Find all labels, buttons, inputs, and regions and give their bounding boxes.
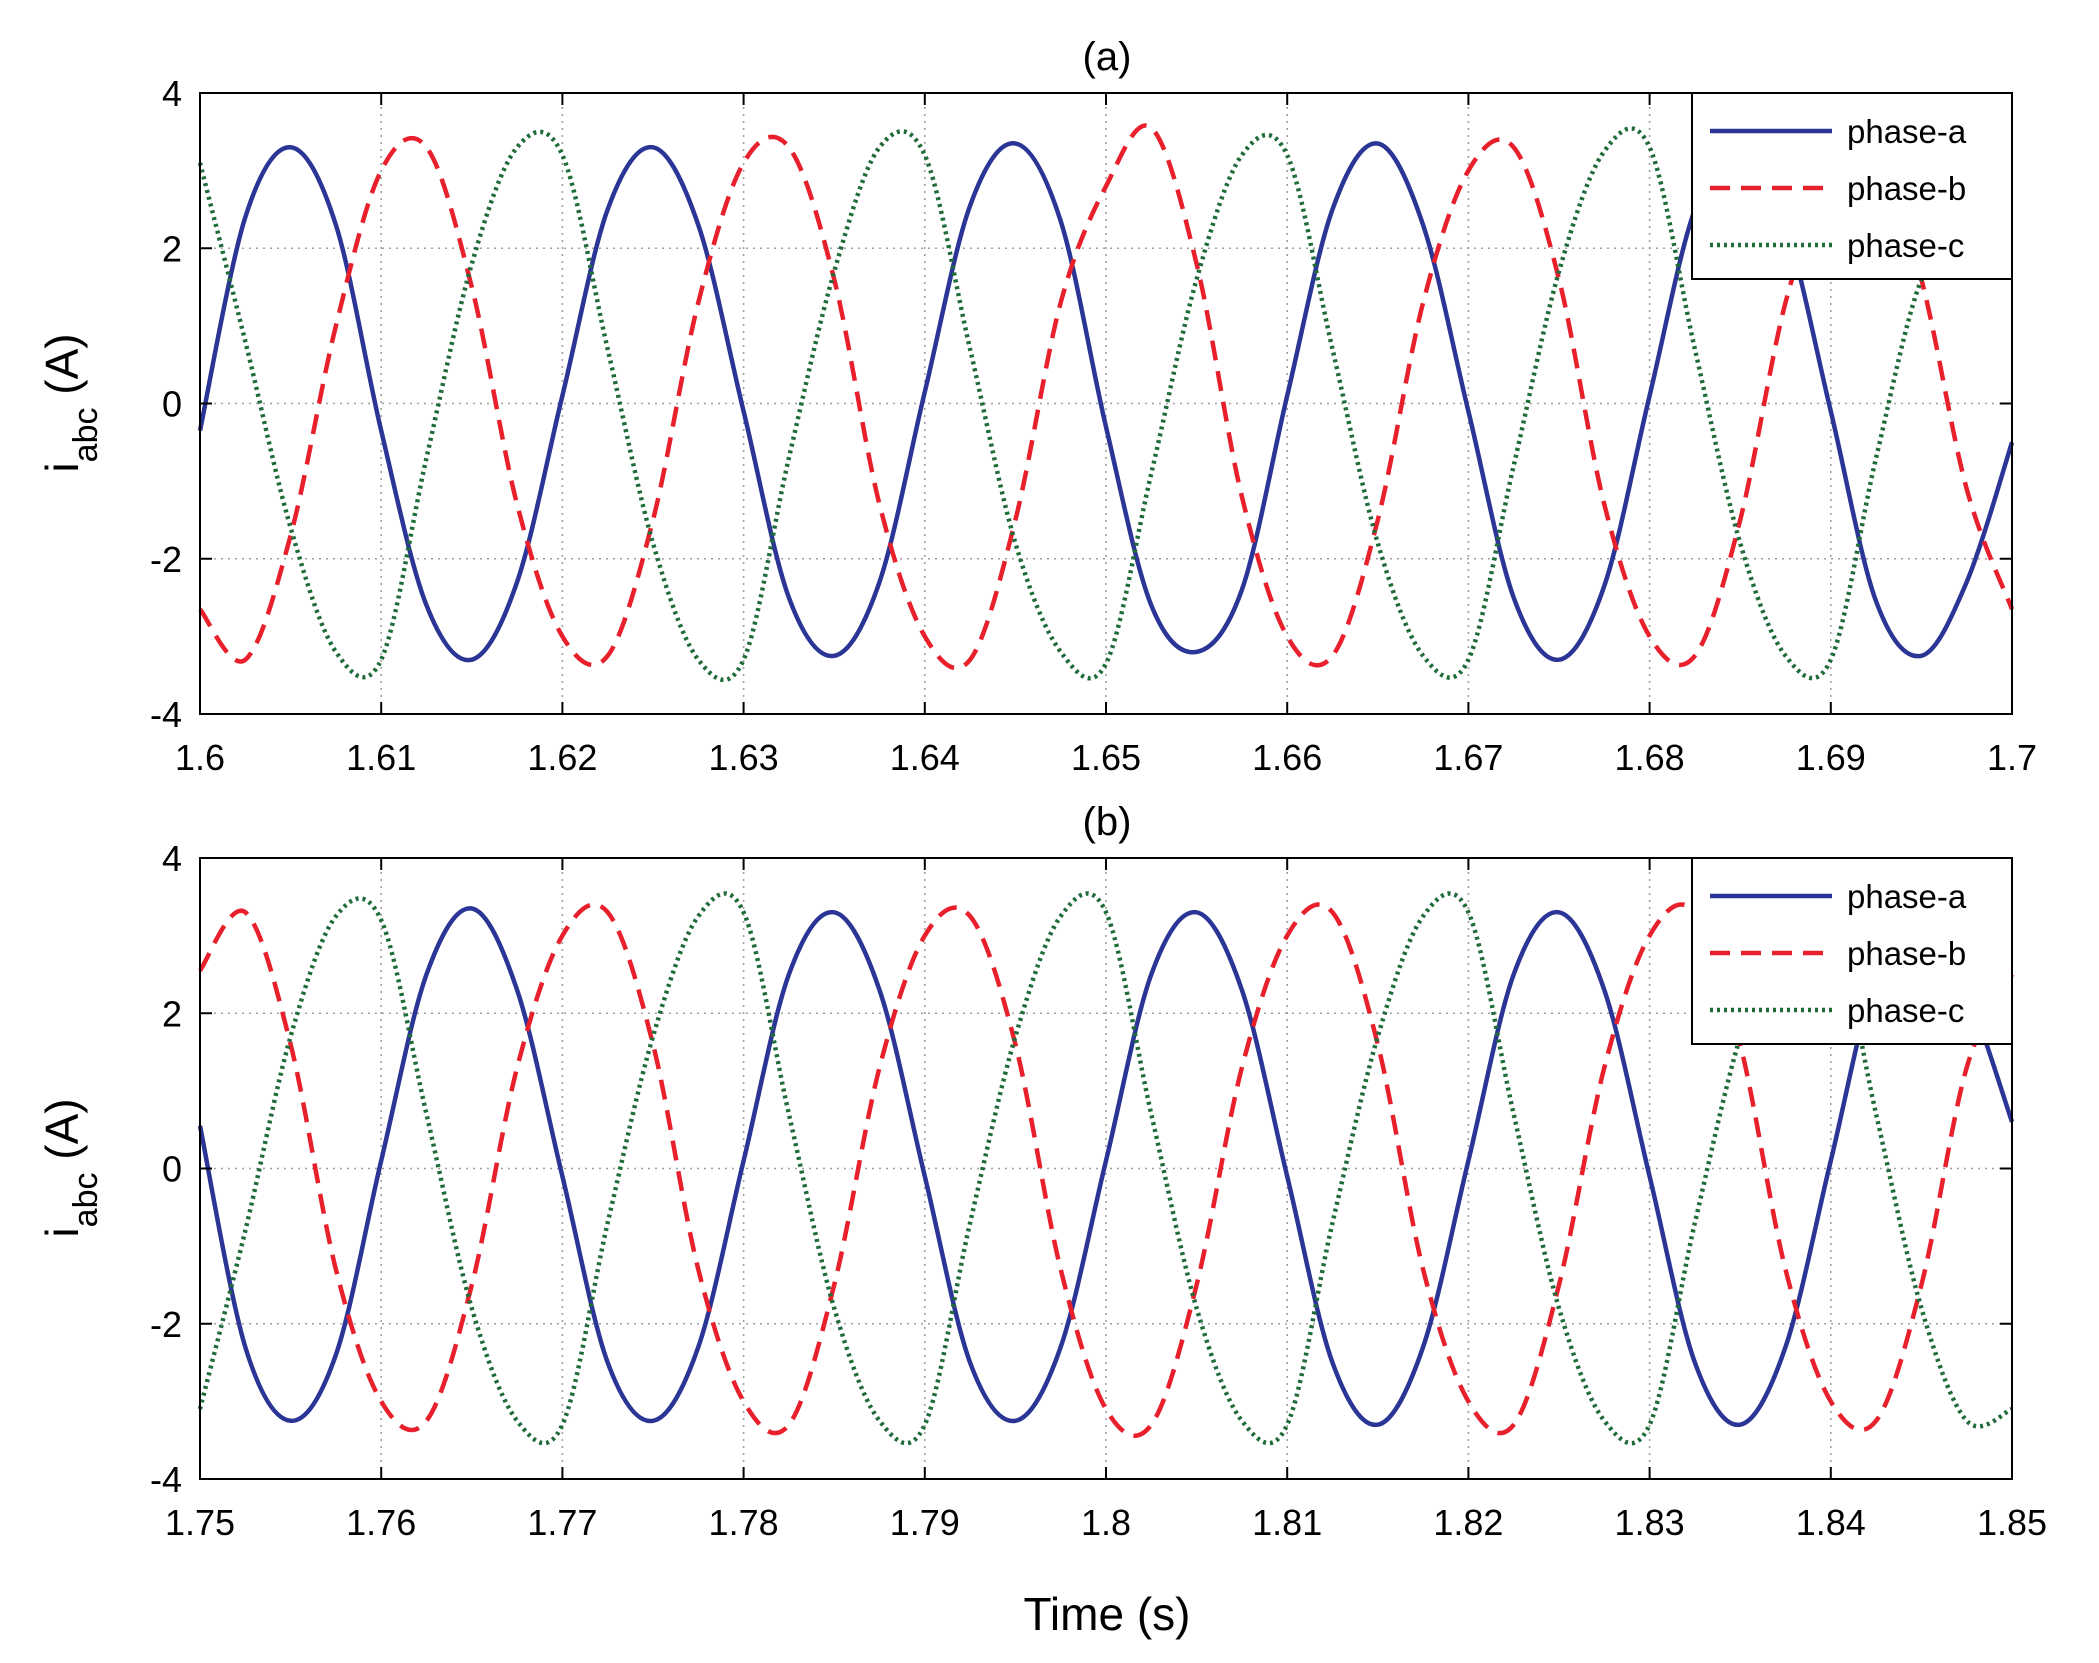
panel-b-series-phase-c <box>197 891 2013 1446</box>
panel-b-xtick-label: 1.75 <box>165 1502 235 1543</box>
panel-a-series-phase-b <box>198 123 2015 671</box>
panel-b-xtick-label: 1.84 <box>1796 1502 1866 1543</box>
panel-a-ylabel-sub: abc <box>67 408 105 463</box>
panel-b-ylabel: iabc (A) <box>36 1098 105 1237</box>
panel-b-xtick-label: 1.8 <box>1081 1502 1131 1543</box>
panel-b-ticks: 1.75 1.76 1.77 1.78 1.79 1.8 1.81 1.82 1.83 1.84 1… <box>150 838 2047 1543</box>
panel-b: (b) 1.75 1.76 1.77 1.78 1.79 1.8 1.81 1.82 1.83 1… <box>36 800 2047 1543</box>
panel-b-ylabel-unit: (A) <box>36 1098 88 1172</box>
panel-b-ytick-label: 0 <box>162 1149 182 1190</box>
panel-a-grid <box>200 93 2012 714</box>
panel-b-series <box>197 891 2015 1446</box>
panel-b-ytick-label: 2 <box>162 993 182 1034</box>
panel-a-xtick-label: 1.6 <box>175 737 225 778</box>
panel-a-title: (a) <box>1083 35 1132 79</box>
panel-b-title: (b) <box>1083 800 1132 844</box>
panel-b-series-phase-b <box>198 902 2015 1438</box>
panel-b-legend-label: phase-a <box>1847 878 1967 915</box>
panel-b-xtick-label: 1.85 <box>1977 1502 2047 1543</box>
panel-a-xtick-label: 1.62 <box>527 737 597 778</box>
panel-b-ytick-label: 4 <box>162 838 182 879</box>
panel-b-ylabel-main: i <box>36 1227 88 1237</box>
panel-a-xtick-label: 1.64 <box>890 737 960 778</box>
panel-a-legend-label: phase-c <box>1847 227 1964 264</box>
panel-b-xtick-label: 1.82 <box>1433 1502 1503 1543</box>
panel-b-series-phase-a <box>197 906 2015 1427</box>
panel-a-xtick-label: 1.63 <box>709 737 779 778</box>
panel-a: (a) 1.6 1.61 1.62 1.63 1.64 1.65 1.66 1.67 1.68 1… <box>36 35 2037 778</box>
panel-b-xtick-label: 1.79 <box>890 1502 960 1543</box>
panel-a-ytick-label: -4 <box>150 694 182 735</box>
panel-b-xtick-label: 1.76 <box>346 1502 416 1543</box>
panel-a-legend: phase-a phase-b phase-c <box>1691 92 2013 280</box>
panel-b-xtick-label: 1.83 <box>1615 1502 1685 1543</box>
panel-a-xtick-label: 1.67 <box>1433 737 1503 778</box>
panel-b-grid <box>200 858 2012 1479</box>
panel-a-ytick-label: 4 <box>162 73 182 114</box>
panel-a-xtick-label: 1.7 <box>1987 737 2037 778</box>
panel-a-ticks: 1.6 1.61 1.62 1.63 1.64 1.65 1.66 1.67 1.68 1.69 1… <box>150 73 2037 778</box>
panel-b-xtick-label: 1.81 <box>1252 1502 1322 1543</box>
panel-b-ytick-label: -4 <box>150 1459 182 1500</box>
panel-a-xtick-label: 1.65 <box>1071 737 1141 778</box>
panel-a-series-phase-c <box>197 126 2014 683</box>
x-axis-label: Time (s) <box>1024 1588 1191 1640</box>
panel-a-ytick-label: 0 <box>162 384 182 425</box>
panel-a-ylabel-main: i <box>36 462 88 472</box>
panel-a-legend-label: phase-b <box>1847 170 1966 207</box>
panel-b-xtick-label: 1.78 <box>709 1502 779 1543</box>
panel-b-ylabel-sub: abc <box>67 1173 105 1228</box>
panel-a-ytick-label: -2 <box>150 539 182 580</box>
panel-a-xtick-label: 1.69 <box>1796 737 1866 778</box>
panel-a-ytick-label: 2 <box>162 228 182 269</box>
panel-b-xtick-label: 1.77 <box>527 1502 597 1543</box>
panel-a-ylabel-unit: (A) <box>36 333 88 407</box>
panel-b-legend: phase-a phase-b phase-c <box>1691 857 2013 1045</box>
panel-b-legend-label: phase-c <box>1847 992 1964 1029</box>
panel-a-ylabel: iabc (A) <box>36 333 105 472</box>
panel-a-xtick-label: 1.66 <box>1252 737 1322 778</box>
panel-a-legend-label: phase-a <box>1847 113 1967 150</box>
panel-b-legend-label: phase-b <box>1847 935 1966 972</box>
panel-a-xtick-label: 1.61 <box>346 737 416 778</box>
panel-b-ytick-label: -2 <box>150 1304 182 1345</box>
panel-a-xtick-label: 1.68 <box>1615 737 1685 778</box>
